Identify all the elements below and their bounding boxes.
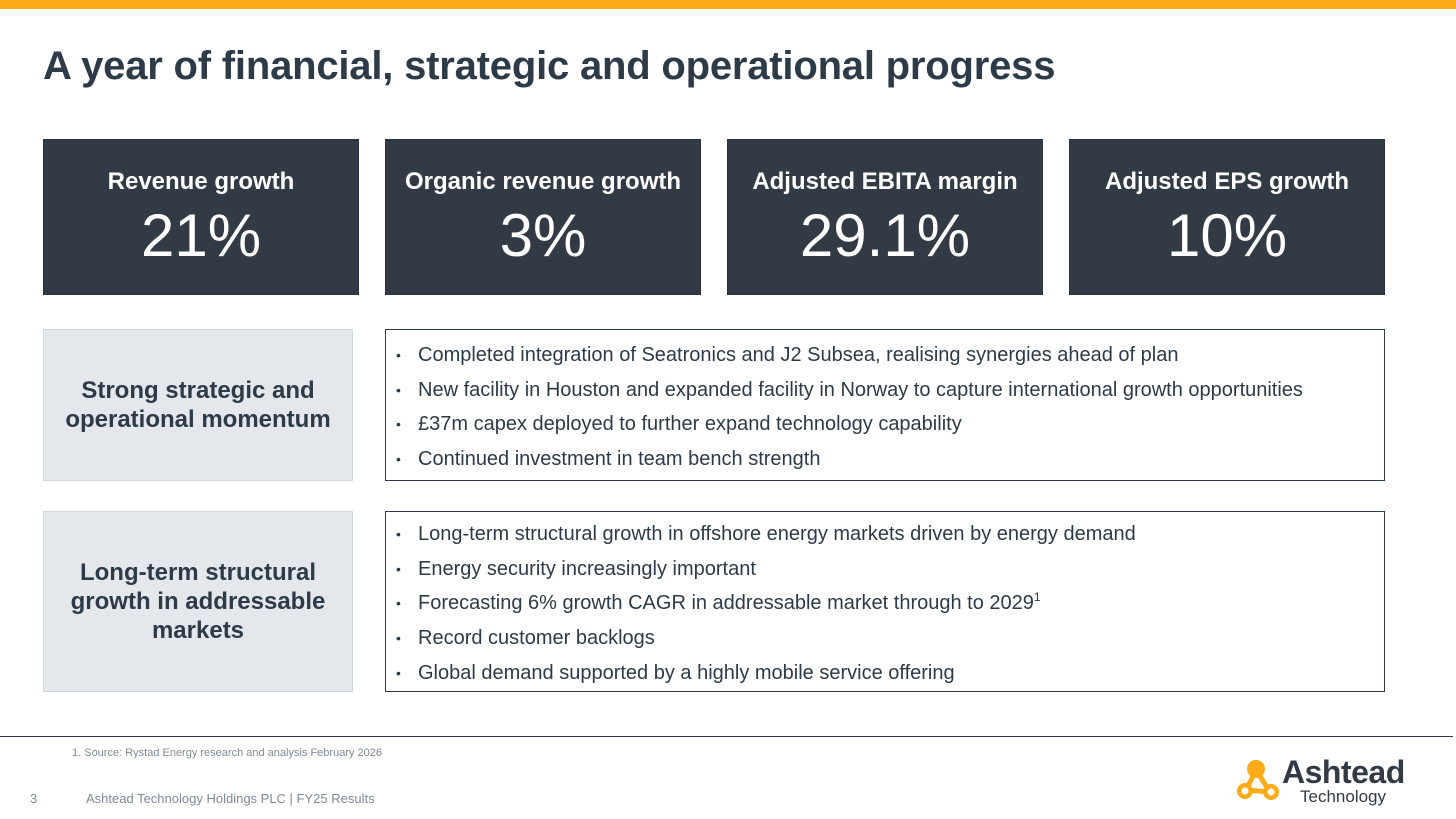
- list-item: • Energy security increasingly important: [396, 557, 756, 580]
- bullet-text: £37m capex deployed to further expand te…: [418, 413, 962, 436]
- list-item: • Completed integration of Seatronics and…: [396, 344, 1179, 366]
- kpi-value: 3%: [499, 202, 587, 269]
- kpi-card-organic-revenue-growth: Organic revenue growth 3%: [385, 139, 701, 295]
- kpi-card-adjusted-eps-growth: Adjusted EPS growth 10%: [1069, 139, 1385, 295]
- bullet-text: Global demand supported by a highly mobi…: [418, 661, 955, 684]
- kpi-card-adjusted-ebita-margin: Adjusted EBITA margin 29.1%: [727, 139, 1043, 295]
- list-item: • £37m capex deployed to further expand t…: [396, 413, 962, 436]
- list-item: • Global demand supported by a highly mob…: [396, 661, 955, 684]
- section-heading-momentum: Strong strategic and operational momentu…: [43, 329, 353, 481]
- bullet-text: Record customer backlogs: [418, 627, 655, 650]
- page-number: 3: [30, 791, 38, 806]
- kpi-label: Adjusted EPS growth: [1104, 168, 1349, 195]
- kpi-label: Organic revenue growth: [404, 168, 682, 195]
- list-item: • Long-term structural growth in offshore…: [396, 523, 1136, 545]
- kpi-value: 21%: [140, 202, 262, 269]
- footnote: 1. Source: Rystad Energy research and an…: [72, 747, 382, 759]
- footnote-marker: 1: [1033, 590, 1041, 605]
- footer-text: Ashtead Technology Holdings PLC | FY25 R…: [86, 791, 375, 806]
- kpi-value: 29.1%: [799, 202, 971, 269]
- kpi-value: 10%: [1166, 202, 1288, 269]
- list-item: • Forecasting 6% growth CAGR in addressab…: [396, 590, 1041, 615]
- molecule-logo-icon: [1237, 760, 1279, 800]
- bullet-text: New facility in Houston and expanded fac…: [418, 378, 1303, 401]
- section-heading-text: Strong strategic and operational momentu…: [65, 377, 331, 433]
- list-item: • New facility in Houston and expanded fa…: [396, 378, 1303, 401]
- page-title: A year of financial, strategic and opera…: [43, 44, 1056, 88]
- list-item: • Record customer backlogs: [396, 627, 655, 650]
- bullet-text: Completed integration of Seatronics and …: [418, 344, 1179, 366]
- section-heading-structural-growth: Long-term structural growth in addressab…: [43, 511, 353, 692]
- bullet-text: Forecasting 6% growth CAGR in addressabl…: [418, 592, 1034, 615]
- bullet-text: Long-term structural growth in offshore …: [418, 523, 1136, 545]
- bullet-list: • Completed integration of Seatronics and…: [386, 343, 1384, 471]
- kpi-label: Adjusted EBITA margin: [752, 168, 1018, 195]
- logo-name: Ashtead: [1282, 754, 1405, 790]
- bullet-text: Continued investment in team bench stren…: [418, 448, 821, 471]
- footer-divider: [0, 736, 1453, 737]
- bullet-box-structural-growth: • Long-term structural growth in offshore…: [385, 511, 1385, 692]
- logo-tagline: Technology: [1300, 787, 1387, 806]
- bullet-box-momentum: • Completed integration of Seatronics and…: [385, 329, 1385, 481]
- top-accent-bar: [0, 0, 1456, 9]
- bullet-list: • Long-term structural growth in offshore…: [386, 522, 1384, 685]
- bullet-text: Energy security increasingly important: [418, 557, 756, 580]
- section-heading-text: Long-term structural growth in addressab…: [70, 559, 326, 644]
- company-logo: Ashtead Technology: [1234, 754, 1419, 808]
- kpi-label: Revenue growth: [107, 168, 295, 195]
- kpi-card-revenue-growth: Revenue growth 21%: [43, 139, 359, 295]
- list-item: • Continued investment in team bench stre…: [396, 448, 821, 471]
